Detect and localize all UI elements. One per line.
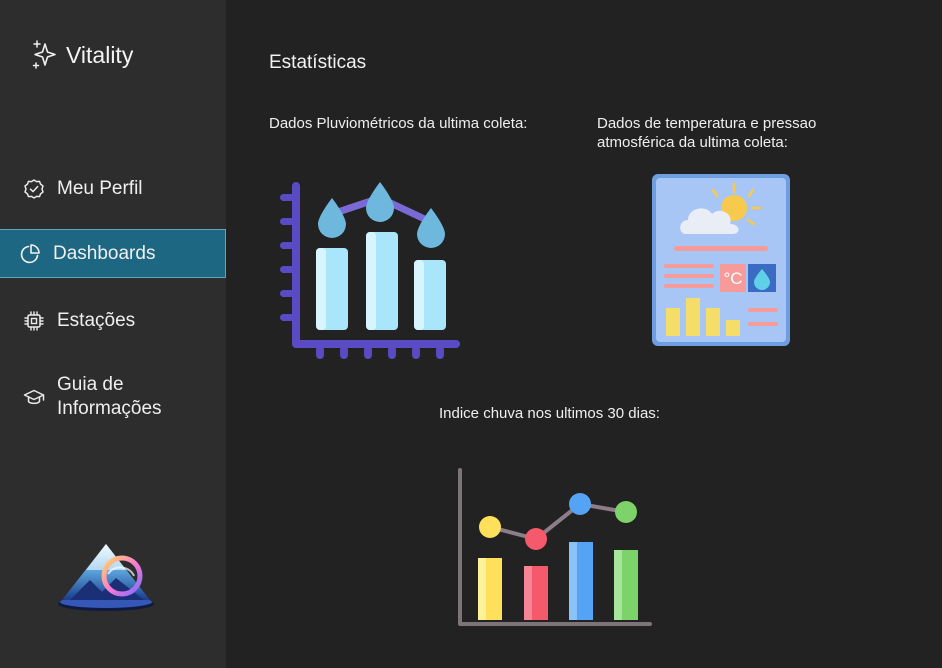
pie-chart-icon [19,243,41,265]
card-caption-weather: Dados de temperatura e pressao atmosféri… [597,115,817,151]
weather-report-icon: °C [652,174,790,346]
sidebar-item-label: Guia de Informações [57,374,162,419]
sidebar-item-estacoes[interactable]: Estações [0,308,226,334]
sidebar: Vitality Meu Perfil Dashboards E [0,0,226,668]
app-logo[interactable]: Vitality [32,40,133,70]
brand-emblem-icon [58,544,154,611]
sparkles-icon [32,40,56,69]
chip-icon [23,310,45,332]
card-caption-rain-index: Indice chuva nos ultimos 30 dias: [439,405,660,422]
card-caption-rainfall: Dados Pluviométricos da ultima coleta: [269,115,528,132]
sidebar-item-dashboards[interactable]: Dashboards [0,229,226,278]
rain-chart-icon [280,182,460,359]
sidebar-item-meu-perfil[interactable]: Meu Perfil [0,176,226,202]
svg-text:°C: °C [723,269,742,288]
line-bar-chart-icon [458,468,652,626]
app-name: Vitality [66,41,134,68]
sidebar-item-label: Dashboards [53,242,156,264]
sidebar-item-label: Estações [57,310,136,331]
check-badge-icon [23,178,45,200]
page-title: Estatísticas [269,52,367,73]
sidebar-item-guia-de-informacoes[interactable]: Guia de Informações [0,372,226,422]
sidebar-item-label: Meu Perfil [57,178,143,199]
graduation-cap-icon [23,386,45,408]
